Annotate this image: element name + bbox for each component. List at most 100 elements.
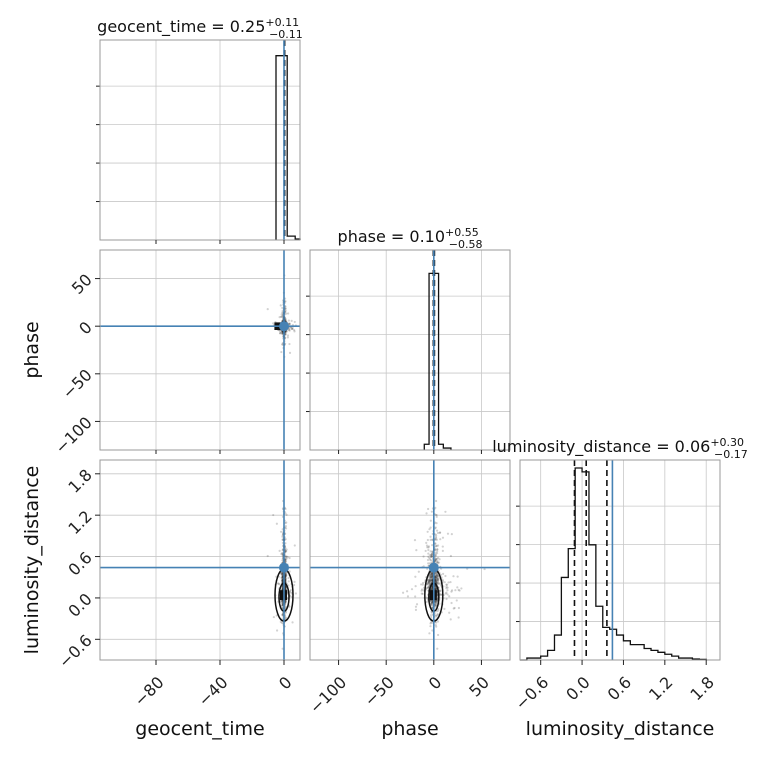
panel-title-phase: phase = 0.10+0.55 −0.58 [338,226,483,251]
sample-point [430,621,433,624]
sample-point [428,577,431,580]
sample-point [281,647,284,650]
sample-point [281,343,284,346]
y-tick-label: −50 [58,365,95,402]
sample-point [286,334,290,337]
title-main: luminosity_distance = 0.06 [492,437,710,457]
sample-point [427,582,430,585]
sample-point [436,577,439,581]
sample-point [284,317,287,320]
sample-point [430,576,434,580]
sample-point [434,603,438,607]
sample-point [430,573,433,576]
sample-point [434,499,438,503]
sample-point [434,537,438,540]
sample-point [434,580,437,583]
sample-point [434,603,437,607]
sample-point [429,526,432,529]
panel-frame [309,249,511,451]
sample-point [436,576,439,580]
sample-point [419,583,423,586]
panel-frame [99,39,301,241]
sample-point [435,610,439,613]
sample-point [435,575,438,578]
sample-point [278,329,281,332]
panel-contents [100,460,300,660]
sample-point [436,574,440,577]
sample-point [426,581,430,584]
sample-point [281,580,284,583]
sample-point [434,577,437,580]
sample-point [457,588,460,591]
sample-point [284,586,287,589]
sample-point [427,578,430,581]
sample-point [279,530,283,533]
sample-point [284,507,287,511]
sample-point [281,535,284,538]
hist-bin [651,650,658,660]
sample-point [281,573,284,576]
y-tick-label: 50 [68,270,96,298]
sample-point [434,533,437,536]
sample-point [431,544,434,547]
sample-point [430,553,433,556]
title-main: phase = 0.10 [338,227,445,246]
sample-point [435,575,438,578]
sample-point [281,538,284,541]
hist-bin [617,635,624,660]
sample-point [428,581,431,584]
sample-point [428,580,431,583]
hist-panel-luminosity_distance: luminosity_distance = 0.06+0.30 −0.17 [492,436,748,661]
hist-bin [561,577,568,660]
sample-point [436,581,439,584]
sample-point [287,580,290,583]
panel-title-luminosity_distance: luminosity_distance = 0.06+0.30 −0.17 [492,436,748,461]
sample-point [281,578,284,581]
sample-point [417,570,420,573]
sample-point [444,574,447,578]
sample-point [430,578,433,581]
title-plus: +0.11 [265,16,299,29]
sample-point [285,312,288,315]
x-tick-label: 0.6 [604,673,635,704]
sample-point [420,588,424,591]
sample-point [280,578,284,582]
sample-point [435,558,438,561]
panel-title-geocent_time: geocent_time = 0.25+0.11 −0.11 [97,16,303,41]
sample-point [429,575,432,578]
sample-point [435,599,438,602]
x-tick-label: 50 [465,673,493,701]
sample-point [434,601,437,604]
sample-point [284,333,287,336]
sample-point [436,620,440,623]
y-axis-label-luminosity_distance: luminosity_distance [21,466,43,655]
sample-point [431,585,434,588]
hist-bin [439,444,444,450]
x-tick-label: 1.2 [645,673,676,704]
sample-point [446,532,450,535]
sample-point [414,595,417,598]
sample-point [430,615,433,619]
hist-bin [623,641,630,660]
sample-point [435,522,438,525]
sample-point [427,545,430,548]
sample-point [434,542,437,546]
sample-point [430,510,433,513]
sample-point [435,529,439,532]
sample-point [457,606,461,610]
sample-point [428,632,431,635]
sample-point [457,616,460,619]
sample-point [434,574,437,577]
sample-point [291,621,294,624]
sample-point [434,576,437,579]
x-tick-label: 0 [425,673,446,694]
sample-point [434,581,438,584]
sample-point [281,579,284,582]
sample-point [427,552,430,555]
sample-point [437,581,440,584]
hist-panel-phase: phase = 0.10+0.55 −0.58 [306,226,511,451]
sample-point [437,575,440,578]
sample-point [284,525,287,528]
sample-point [434,579,437,582]
sample-point [441,579,445,583]
